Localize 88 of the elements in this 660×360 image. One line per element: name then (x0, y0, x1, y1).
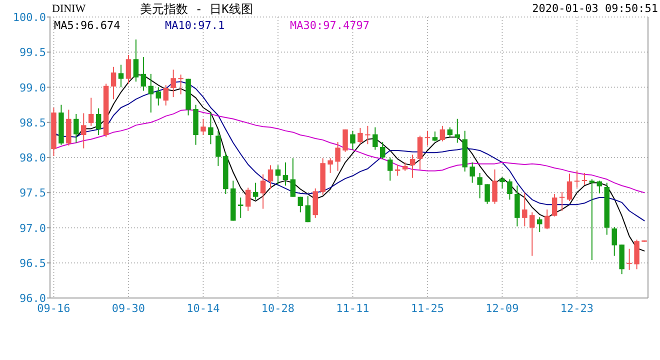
candlestick (544, 208, 550, 230)
chart-subtitle: DINIW (52, 3, 86, 15)
candlestick (140, 56, 146, 92)
text: MA10:97.1 (165, 19, 225, 32)
candlestick (216, 130, 221, 166)
candlestick (298, 196, 304, 213)
candlestick (626, 248, 632, 270)
candlestick (275, 164, 281, 185)
candlestick (380, 142, 386, 160)
candlestick (328, 158, 333, 174)
candlestick (200, 118, 206, 136)
candlestick (589, 178, 595, 261)
x-tick-label: 12-23 (560, 302, 594, 315)
y-tick-label: 96.0 (20, 292, 46, 305)
y-tick-label: 100.0 (12, 11, 46, 24)
candlestick (566, 173, 572, 202)
candlestick (170, 69, 176, 98)
candlestick (507, 178, 512, 200)
candlestick (148, 73, 154, 114)
candlestick (81, 112, 86, 149)
y-tick-label: 96.5 (20, 256, 46, 270)
candlestick (470, 162, 475, 184)
candlestick (552, 194, 558, 218)
candlestick (133, 38, 139, 82)
candlestick (432, 131, 438, 142)
chart-title: 美元指数 - 日K线图 (140, 2, 253, 16)
candlestick (118, 64, 124, 88)
candlestick (305, 196, 311, 223)
x-tick-label: 10-14 (186, 302, 220, 315)
candlestick (372, 126, 378, 150)
y-tick-label: 97.5 (20, 186, 46, 200)
candlestick (268, 164, 274, 190)
x-tick-label: 09-16 (37, 302, 70, 315)
candlestick (350, 130, 356, 150)
candlestick (596, 180, 602, 194)
candlestick (484, 184, 490, 204)
candlestick (530, 212, 535, 256)
candlestick (208, 112, 214, 145)
candlestick (417, 135, 423, 170)
x-tick-label: 11-25 (410, 302, 444, 315)
y-tick-label: 98.0 (20, 152, 46, 164)
x-tick-label: 10-28 (261, 302, 295, 315)
candlestick (394, 164, 400, 176)
candlestick (424, 130, 430, 146)
candlestick (500, 176, 505, 189)
y-tick-label: 97.0 (20, 222, 46, 235)
y-tick-label: 99.0 (20, 81, 46, 94)
candlestick (440, 125, 446, 142)
text: 2020-01-03 09:50:51 (532, 2, 658, 15)
candlestick (290, 158, 296, 198)
candlestick (387, 157, 393, 182)
x-tick-label: 12-09 (486, 302, 519, 315)
candlestick (454, 118, 460, 144)
candlestick (260, 174, 266, 210)
y-tick-label: 98.5 (20, 116, 46, 130)
candlestick (612, 226, 617, 256)
candlestick (634, 239, 640, 270)
x-tick-label: 09-30 (112, 302, 146, 315)
candlestick (477, 172, 482, 199)
candlestick (410, 154, 416, 178)
candlestick (312, 188, 318, 218)
candlestick (522, 192, 528, 227)
candlestick (178, 74, 184, 95)
candlestick (582, 172, 588, 186)
candlestick (126, 54, 132, 84)
y-tick-label: 99.5 (20, 46, 46, 60)
candlestick (282, 162, 288, 186)
text: MA30:97.4797 (290, 19, 370, 32)
x-tick-label: 11-11 (336, 302, 370, 315)
text: MA5:96.674 (54, 19, 121, 32)
candlestick (365, 125, 370, 145)
candlestick (447, 126, 453, 138)
candlestick (342, 128, 348, 152)
candlestick (156, 86, 162, 106)
candlestick (358, 127, 363, 145)
candlestick (88, 97, 94, 126)
candlestick (574, 170, 580, 188)
candlestick (559, 191, 565, 212)
candlestick (245, 187, 251, 212)
candlestick (96, 108, 102, 136)
candlestick (252, 182, 258, 200)
candlestick (74, 113, 79, 144)
candlestick (110, 66, 116, 100)
candlestick (335, 142, 340, 172)
candlestick (163, 84, 168, 106)
candlestick (514, 185, 520, 227)
candlestick (492, 168, 498, 204)
candlestick (238, 197, 244, 218)
